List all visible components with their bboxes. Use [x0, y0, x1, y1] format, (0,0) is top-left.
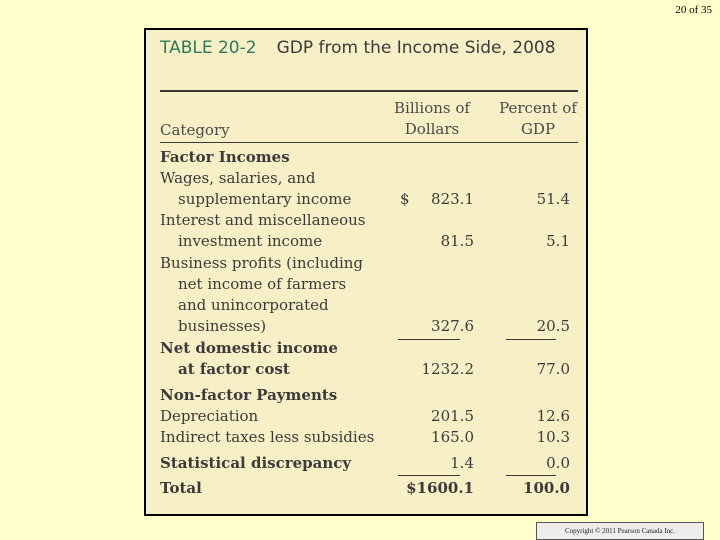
- row-label: investment income: [178, 232, 323, 250]
- row-percent: 77.0: [536, 360, 570, 378]
- table-row-statistical-discrepancy: Statistical discrepancy 1.4 0.0: [160, 453, 580, 474]
- row-label: Non-factor Payments: [160, 386, 338, 404]
- row-billions: 201.5: [431, 407, 474, 425]
- row-label: and unincorporated: [178, 296, 329, 314]
- row-label: Business profits (including: [160, 254, 364, 272]
- row-billions: 327.6: [431, 317, 474, 335]
- subtotal-rule-percent: [506, 339, 556, 340]
- row-label: Interest and miscellaneous: [160, 211, 366, 229]
- table-row-depreciation: Depreciation 201.5 12.6: [160, 406, 580, 427]
- row-percent: 10.3: [536, 428, 570, 446]
- column-header-billions: Billions of Dollars: [386, 98, 478, 140]
- column-header-billions-line2: Dollars: [404, 120, 460, 138]
- row-percent: 12.6: [536, 407, 570, 425]
- column-header-percent-line1: Percent of: [499, 99, 577, 117]
- column-header-billions-line1: Billions of: [394, 99, 470, 117]
- row-label: at factor cost: [178, 360, 290, 378]
- total-rule-billions: [398, 475, 460, 476]
- row-billions: 165.0: [431, 428, 474, 446]
- row-label: businesses): [178, 317, 267, 335]
- table-row-profits-line3: and unincorporated: [160, 295, 580, 316]
- table-heading: TABLE 20-2 GDP from the Income Side, 2008: [160, 38, 556, 58]
- copyright-notice: Copyright © 2011 Pearson Canada Inc.: [536, 522, 704, 540]
- row-label: net income of farmers: [178, 275, 347, 293]
- row-label: supplementary income: [178, 190, 352, 208]
- row-billions: $823.1: [400, 189, 474, 210]
- header-rule-top: [160, 90, 578, 92]
- table-row-interest-line1: Interest and miscellaneous: [160, 210, 580, 231]
- row-label: Wages, salaries, and: [160, 169, 316, 187]
- row-percent: 0.0: [546, 454, 570, 472]
- row-billions: 81.5: [440, 232, 474, 250]
- row-percent: 20.5: [536, 317, 570, 335]
- row-billions: 1.4: [450, 454, 474, 472]
- table-row-non-factor: Non-factor Payments: [160, 385, 580, 406]
- currency-symbol: $: [400, 190, 410, 208]
- table-row-profits: businesses) 327.6 20.5: [160, 316, 580, 337]
- table-title: GDP from the Income Side, 2008: [276, 38, 556, 58]
- row-percent: 100.0: [523, 479, 570, 497]
- row-label: Depreciation: [160, 407, 259, 425]
- gdp-table: TABLE 20-2 GDP from the Income Side, 2008…: [144, 28, 588, 516]
- table-row-wages: supplementary income $823.1 51.4: [160, 189, 580, 210]
- table-row-factor-incomes: Factor Incomes: [160, 147, 580, 168]
- table-row-wages-line1: Wages, salaries, and: [160, 168, 580, 189]
- row-percent: 5.1: [546, 232, 570, 250]
- row-label: Total: [160, 479, 202, 497]
- table-label: TABLE 20-2: [160, 38, 257, 58]
- table-row-net-domestic: at factor cost 1232.2 77.0: [160, 359, 580, 380]
- row-billions-value: 823.1: [431, 190, 474, 208]
- row-label: Indirect taxes less subsidies: [160, 428, 375, 446]
- subtotal-rule-billions: [398, 339, 460, 340]
- column-header-category: Category: [160, 121, 230, 139]
- row-billions: 1232.2: [421, 360, 475, 378]
- row-billions: $1600.1: [406, 479, 474, 497]
- row-label: Factor Incomes: [160, 148, 290, 166]
- column-header-percent: Percent of GDP: [492, 98, 584, 140]
- table-row-total: Total $1600.1 100.0: [160, 478, 580, 499]
- total-rule-percent: [506, 475, 556, 476]
- table-row-profits-line1: Business profits (including: [160, 253, 580, 274]
- column-header-percent-line2: GDP: [520, 120, 556, 138]
- table-row-net-domestic-line1: Net domestic income: [160, 338, 580, 359]
- table-row-interest: investment income 81.5 5.1: [160, 231, 580, 252]
- row-percent: 51.4: [536, 190, 570, 208]
- row-label: Net domestic income: [160, 339, 338, 357]
- table-row-indirect-taxes: Indirect taxes less subsidies 165.0 10.3: [160, 427, 580, 448]
- slide-counter: 20 of 35: [675, 4, 712, 16]
- row-label: Statistical discrepancy: [160, 454, 352, 472]
- header-rule-bottom: [160, 142, 578, 143]
- table-row-profits-line2: net income of farmers: [160, 274, 580, 295]
